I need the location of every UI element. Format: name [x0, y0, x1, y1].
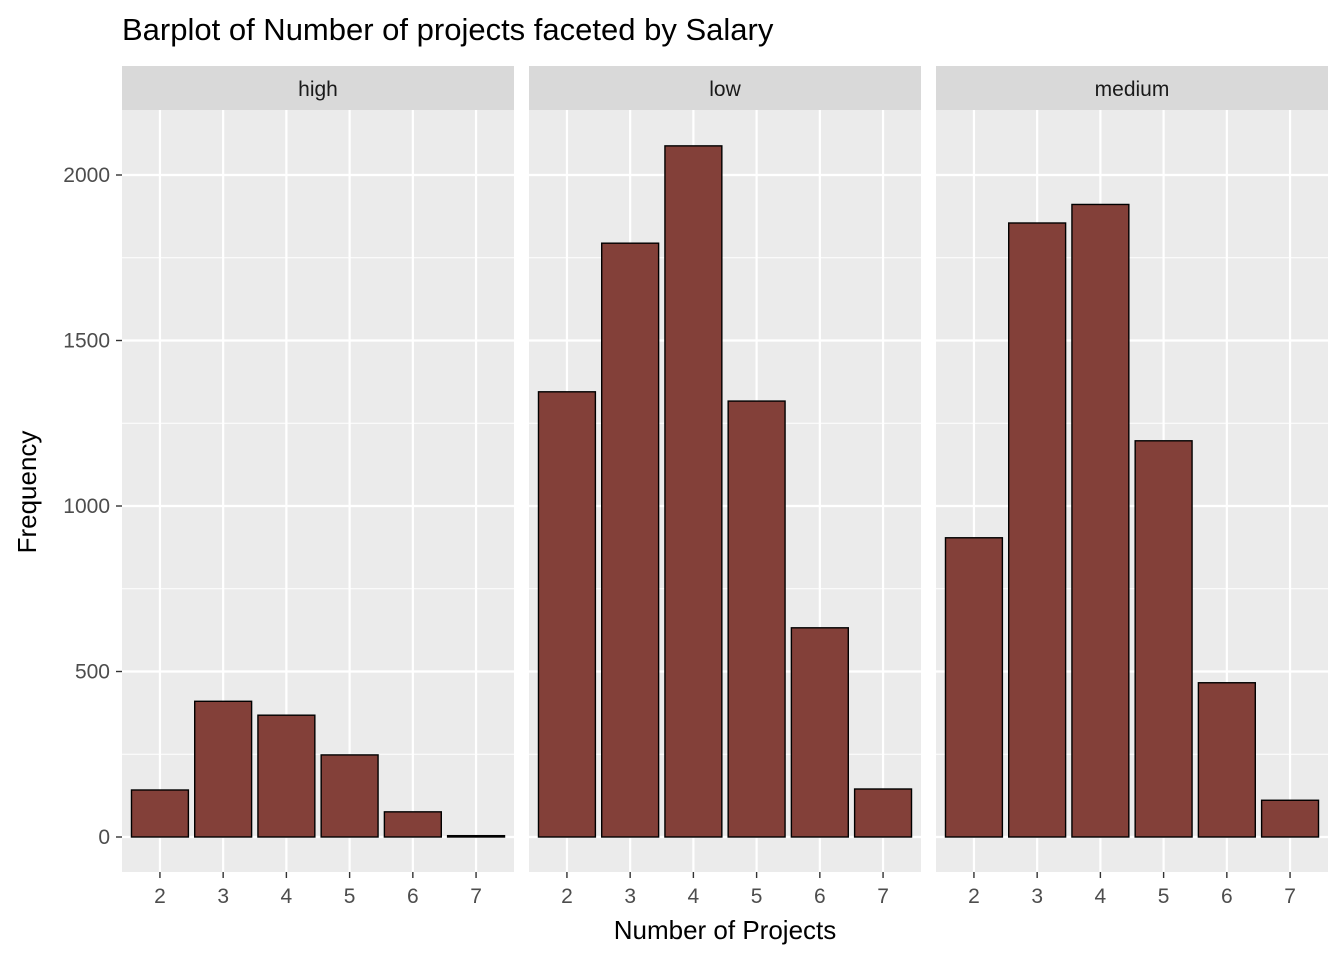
x-tick-label: 4	[1095, 885, 1107, 908]
bar-low-4	[664, 145, 723, 838]
y-tick-label: 500	[75, 661, 110, 684]
bar-high-7	[446, 834, 506, 838]
x-tick-label: 5	[751, 885, 763, 908]
y-axis: 0 500 1000 1500 2000	[63, 164, 122, 849]
x-tick-label: 3	[624, 885, 636, 908]
facet-strip	[529, 66, 921, 110]
y-tick-label: 1000	[63, 495, 110, 518]
bar-high-3	[194, 700, 253, 838]
y-tick-label: 1500	[63, 330, 110, 353]
chart-title: Barplot of Number of projects faceted by…	[122, 12, 774, 47]
x-tick-label: 7	[877, 885, 889, 908]
bar-high-2	[130, 789, 190, 838]
x-tick-label: 2	[968, 885, 980, 908]
bar-medium-7	[1260, 799, 1320, 838]
bar-medium-6	[1197, 682, 1256, 838]
x-tick-label: 7	[470, 885, 482, 908]
bar-low-6	[790, 627, 849, 838]
facet-panels: high 2 3 4 5 6 7 low 2 3 4 5 6 7 medium 2 3 4 5 6 7	[122, 66, 1328, 908]
facet-strip-label: medium	[1095, 78, 1170, 101]
x-tick-label: 2	[561, 885, 573, 908]
facet-panel-medium: medium 2 3 4 5 6 7	[936, 66, 1328, 908]
facet-strip	[936, 66, 1328, 110]
bar-low-5	[727, 400, 786, 838]
x-tick-label: 6	[407, 885, 419, 908]
x-tick-label: 2	[154, 885, 166, 908]
bar-high-5	[320, 754, 379, 838]
bar-low-3	[601, 242, 660, 838]
bar-high-6	[383, 811, 442, 838]
bar-medium-4	[1071, 203, 1130, 838]
x-tick-label: 4	[688, 885, 700, 908]
x-tick-label: 6	[1221, 885, 1233, 908]
panel-background	[122, 110, 514, 872]
x-tick-label: 3	[1031, 885, 1043, 908]
bar-high-4	[257, 714, 316, 838]
facet-strip	[122, 66, 514, 110]
facet-panel-high: high 2 3 4 5 6 7	[122, 66, 514, 908]
x-tick-label: 5	[344, 885, 356, 908]
bar-low-2	[537, 391, 597, 838]
facet-strip-label: high	[298, 78, 338, 101]
x-tick-label: 3	[217, 885, 229, 908]
y-axis-title: Frequency	[12, 431, 42, 554]
facet-strip-label: low	[709, 78, 741, 101]
x-tick-label: 6	[814, 885, 826, 908]
bar-medium-2	[944, 537, 1004, 838]
x-axis-title: Number of Projects	[614, 915, 837, 945]
x-tick-label: 7	[1284, 885, 1296, 908]
bar-medium-5	[1134, 440, 1193, 838]
y-tick-label: 0	[98, 826, 110, 849]
bar-low-7	[853, 788, 913, 838]
bar-medium-3	[1008, 222, 1067, 838]
facet-panel-low: low 2 3 4 5 6 7	[529, 66, 921, 908]
x-tick-label: 4	[281, 885, 293, 908]
x-tick-label: 5	[1158, 885, 1170, 908]
y-tick-label: 2000	[63, 164, 110, 187]
